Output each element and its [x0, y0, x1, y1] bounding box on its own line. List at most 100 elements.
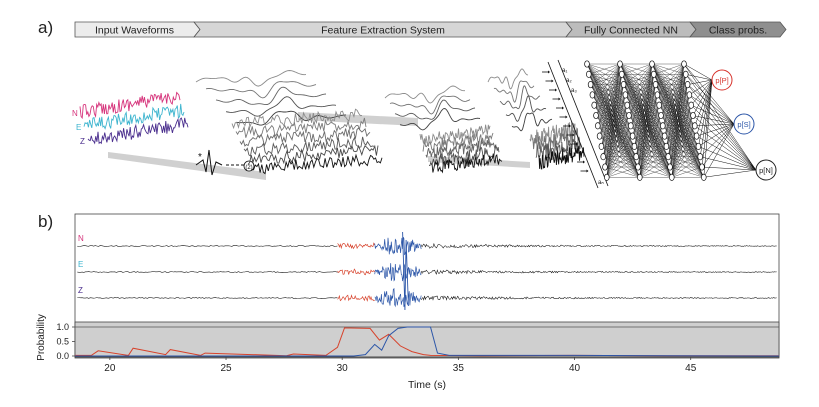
pipeline-stage-label: Fully Connected NN [584, 25, 678, 37]
fc-connection [653, 63, 685, 75]
flatten-arrowhead [583, 160, 585, 164]
fc-neuron [651, 70, 657, 78]
fc-output-connection [701, 166, 757, 171]
fc-connection [664, 63, 685, 137]
fc-neuron [681, 60, 687, 68]
fc-neuron [683, 70, 689, 78]
fc-connection [671, 94, 690, 178]
fc-output-connection [700, 156, 757, 171]
fc-neuron [690, 111, 696, 120]
projection-beam [298, 112, 418, 126]
projection-beam [108, 152, 266, 180]
feature-map-trace [419, 124, 491, 145]
flatten-arrowhead [548, 70, 550, 74]
fc-neuron [622, 91, 629, 99]
fc-connection [623, 63, 653, 85]
feature-map-trace [239, 127, 371, 148]
trace-s-phase [374, 287, 422, 308]
feature-map-trace [384, 85, 465, 104]
fc-connection [621, 63, 653, 75]
fc-connection [668, 63, 685, 157]
fc-output-connection [687, 84, 757, 171]
fc-connection [604, 63, 621, 168]
fc-output-connection [703, 123, 735, 178]
fc-output-connection [687, 79, 713, 85]
trace-p-phase [337, 294, 375, 302]
fc-neuron [661, 132, 668, 140]
fc-connection [606, 105, 628, 178]
fc-output-connection [692, 115, 757, 171]
fc-output-connection [683, 63, 713, 81]
fc-output-connection [685, 74, 757, 171]
pipeline-stage-label: Input Waveforms [95, 25, 174, 37]
fc-output-connection [703, 169, 757, 178]
fc-neuron [633, 153, 639, 161]
fc-output-connection [691, 79, 713, 106]
fc-connection [639, 146, 667, 178]
fc-neuron [652, 81, 659, 89]
fc-neuron [591, 101, 597, 109]
probability-curve-p[P] [75, 327, 779, 357]
fc-connection [671, 156, 701, 178]
feature-map-trace [394, 99, 476, 120]
fc-neuron [600, 153, 606, 161]
fc-connection [606, 136, 633, 178]
fc-connection [639, 74, 654, 178]
flatten-arrowhead [579, 151, 582, 155]
x-tick-label: 30 [337, 363, 349, 374]
fc-connection [639, 125, 663, 178]
feature-map-trace [399, 108, 481, 131]
trace-s-phase [374, 236, 422, 256]
feature-map-trace [205, 81, 317, 99]
flatten-arrowhead [565, 115, 568, 119]
fc-output-connection [696, 79, 713, 137]
trace-noise [77, 271, 338, 273]
feature-map-trace [231, 108, 363, 130]
trace-p-phase [337, 242, 376, 250]
fc-connection [606, 156, 637, 178]
flatten-arrowhead [558, 97, 561, 101]
trace-s-phase [374, 263, 422, 282]
panel-b-label: b) [38, 212, 54, 231]
fc-connection [634, 63, 653, 147]
fc-connection [671, 166, 703, 178]
fc-connection [639, 136, 665, 178]
fc-connection [671, 74, 686, 178]
fc-neuron [587, 81, 594, 89]
feature-map-trace [425, 138, 497, 159]
fc-connection [601, 63, 621, 147]
fc-neuron [667, 163, 673, 171]
fc-connection [594, 63, 621, 106]
fc-connection [639, 105, 660, 178]
feature-map-trace [429, 144, 500, 167]
flatten-arrowhead [576, 142, 578, 146]
fc-connection [655, 63, 685, 85]
fc-output-connection [701, 123, 735, 168]
neuron-label: a₃ [571, 88, 577, 94]
fc-neuron [619, 70, 625, 78]
fc-connection [606, 125, 631, 178]
feature-map-trace [243, 136, 375, 157]
feature-map-trace [529, 121, 576, 144]
fc-neuron [656, 101, 662, 109]
fc-connection [592, 63, 621, 96]
input-channel-label: Z [80, 137, 85, 146]
fc-neuron [669, 173, 675, 181]
panel-a-label: a) [38, 18, 54, 37]
fc-neuron [617, 60, 623, 68]
output-node-label: p[P] [715, 76, 728, 85]
feature-map-trace [487, 68, 529, 90]
convolution-operator: * [198, 152, 202, 163]
fc-connection [595, 63, 621, 116]
fc-connection [660, 63, 685, 116]
trace-noise [77, 297, 338, 299]
fc-output-connection [698, 146, 757, 171]
fc-neuron [658, 111, 664, 120]
fc-neuron [699, 163, 705, 171]
fc-connection [639, 94, 658, 178]
fc-connection [606, 146, 635, 178]
output-node-label: p[S] [737, 120, 750, 129]
fc-neuron [695, 142, 702, 150]
trace-p-phase [337, 268, 375, 276]
fc-neuron [584, 60, 590, 68]
